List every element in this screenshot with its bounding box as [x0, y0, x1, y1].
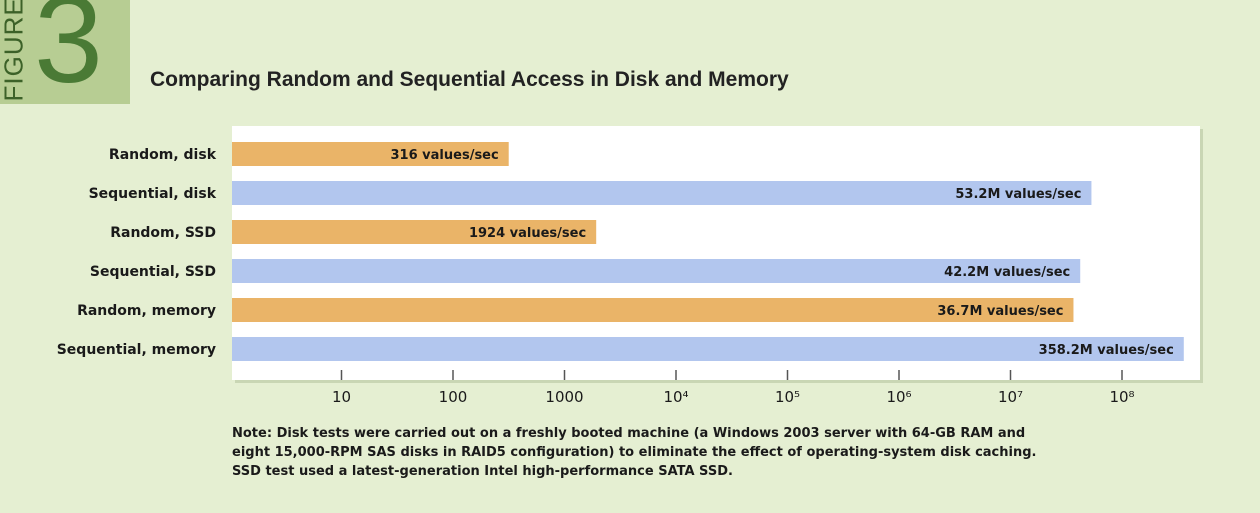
x-tick-label: 10⁶ [886, 388, 911, 406]
x-tick-label: 10⁴ [663, 388, 688, 406]
category-label: Sequential, disk [89, 186, 217, 202]
x-tick-label: 10 [332, 388, 351, 406]
bar-chart: 316 values/sec Random, disk 53.2M values/s… [57, 126, 1203, 406]
category-label: Random, memory [77, 303, 216, 319]
figure-badge: FIGURE 3 [0, 0, 130, 104]
footnote: Note: Disk tests were carried out on a f… [232, 424, 1132, 481]
bar-value-label: 53.2M values/sec [955, 187, 1081, 202]
bar-value-label: 316 values/sec [391, 148, 499, 163]
category-label: Random, disk [109, 147, 217, 163]
category-label: Sequential, SSD [90, 264, 216, 280]
bar [232, 220, 597, 244]
bar [232, 181, 1092, 205]
x-tick-label: 100 [439, 388, 468, 406]
x-tick-label: 1000 [545, 388, 583, 406]
bar-value-label: 1924 values/sec [469, 226, 586, 241]
figure-number: 3 [34, 0, 103, 104]
bar [232, 259, 1081, 283]
category-label: Random, SSD [110, 225, 216, 241]
bar [232, 337, 1184, 361]
x-tick-label: 10⁸ [1109, 388, 1134, 406]
footnote-line: SSD test used a latest-generation Intel … [232, 464, 733, 479]
bar [232, 142, 509, 166]
x-tick-label: 10⁵ [775, 388, 800, 406]
bar-value-label: 358.2M values/sec [1039, 343, 1174, 358]
bar-value-label: 42.2M values/sec [944, 265, 1070, 280]
bar-value-label: 36.7M values/sec [937, 304, 1063, 319]
bar [232, 298, 1074, 322]
footnote-line: Note: Disk tests were carried out on a f… [232, 426, 1026, 441]
category-label: Sequential, memory [57, 342, 216, 358]
x-tick-label: 10⁷ [998, 388, 1023, 406]
chart-title: Comparing Random and Sequential Access i… [150, 68, 789, 91]
footnote-line: eight 15,000-RPM SAS disks in RAID5 conf… [232, 445, 1037, 460]
